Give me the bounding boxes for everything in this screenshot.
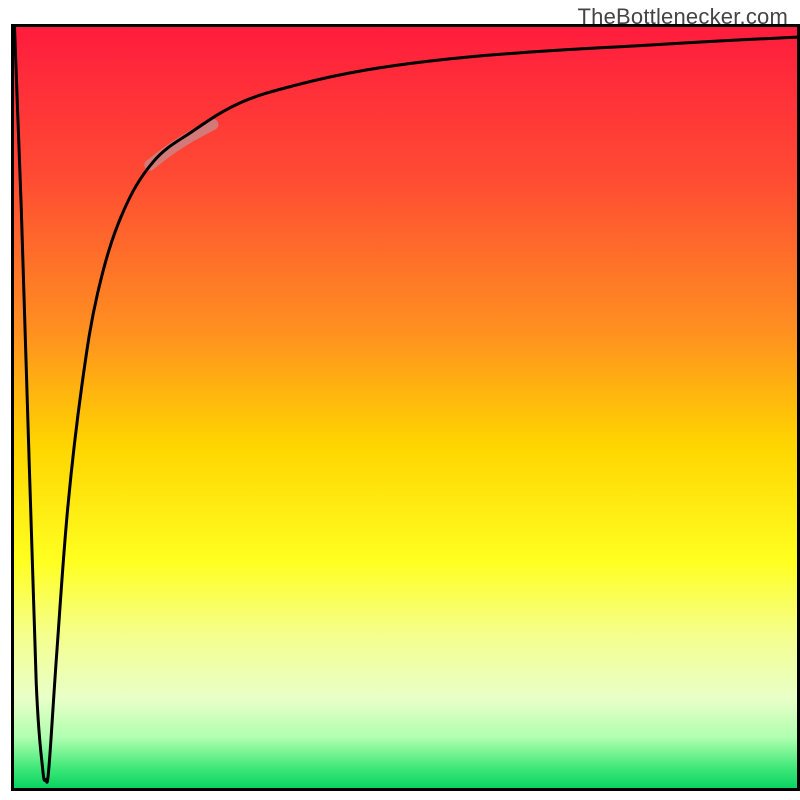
- chart-svg: [11, 24, 800, 791]
- plot-area: [11, 24, 800, 791]
- chart-container: TheBottlenecker.com: [0, 0, 800, 800]
- gradient-background: [11, 24, 800, 791]
